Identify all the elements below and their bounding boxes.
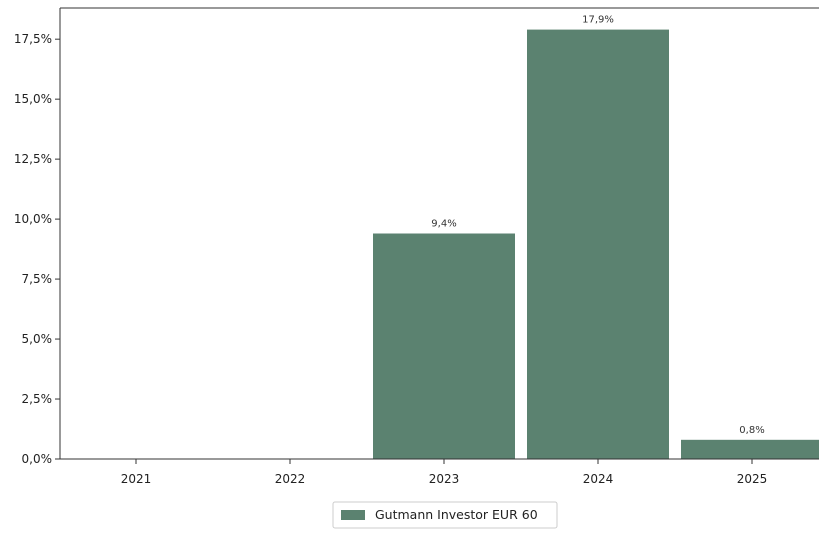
y-tick-label: 5,0%	[22, 332, 53, 346]
x-tick-label: 2024	[583, 472, 614, 486]
x-tick-label: 2025	[737, 472, 768, 486]
y-tick-label: 10,0%	[14, 212, 52, 226]
data-label-2023: 9,4%	[431, 219, 456, 230]
y-tick-label: 0,0%	[22, 452, 53, 466]
bar-2025	[681, 439, 819, 459]
x-tick-label: 2022	[275, 472, 306, 486]
data-label-2025: 0,8%	[739, 425, 764, 436]
y-tick-label: 12,5%	[14, 152, 52, 166]
y-tick-label: 2,5%	[22, 392, 53, 406]
legend-swatch	[341, 510, 365, 520]
bar-2024	[527, 29, 669, 460]
y-tick-label: 7,5%	[22, 272, 53, 286]
y-tick-label: 17,5%	[14, 32, 52, 46]
x-tick-label: 2021	[121, 472, 152, 486]
legend-label: Gutmann Investor EUR 60	[375, 507, 538, 522]
x-tick-label: 2023	[429, 472, 460, 486]
bars-layer	[373, 29, 819, 460]
data-label-2024: 17,9%	[582, 15, 614, 26]
axes-layer: 0,0% 2,5% 5,0% 7,5% 10,0% 12,5% 15,0% 17,5% 2021…	[14, 7, 819, 486]
legend-box	[332, 501, 558, 529]
bar-2023	[373, 233, 515, 459]
data-labels-layer: 9,4% 17,9% 0,8%	[431, 15, 764, 436]
legend: Gutmann Investor EUR 60	[332, 501, 558, 529]
y-tick-label: 15,0%	[14, 92, 52, 106]
